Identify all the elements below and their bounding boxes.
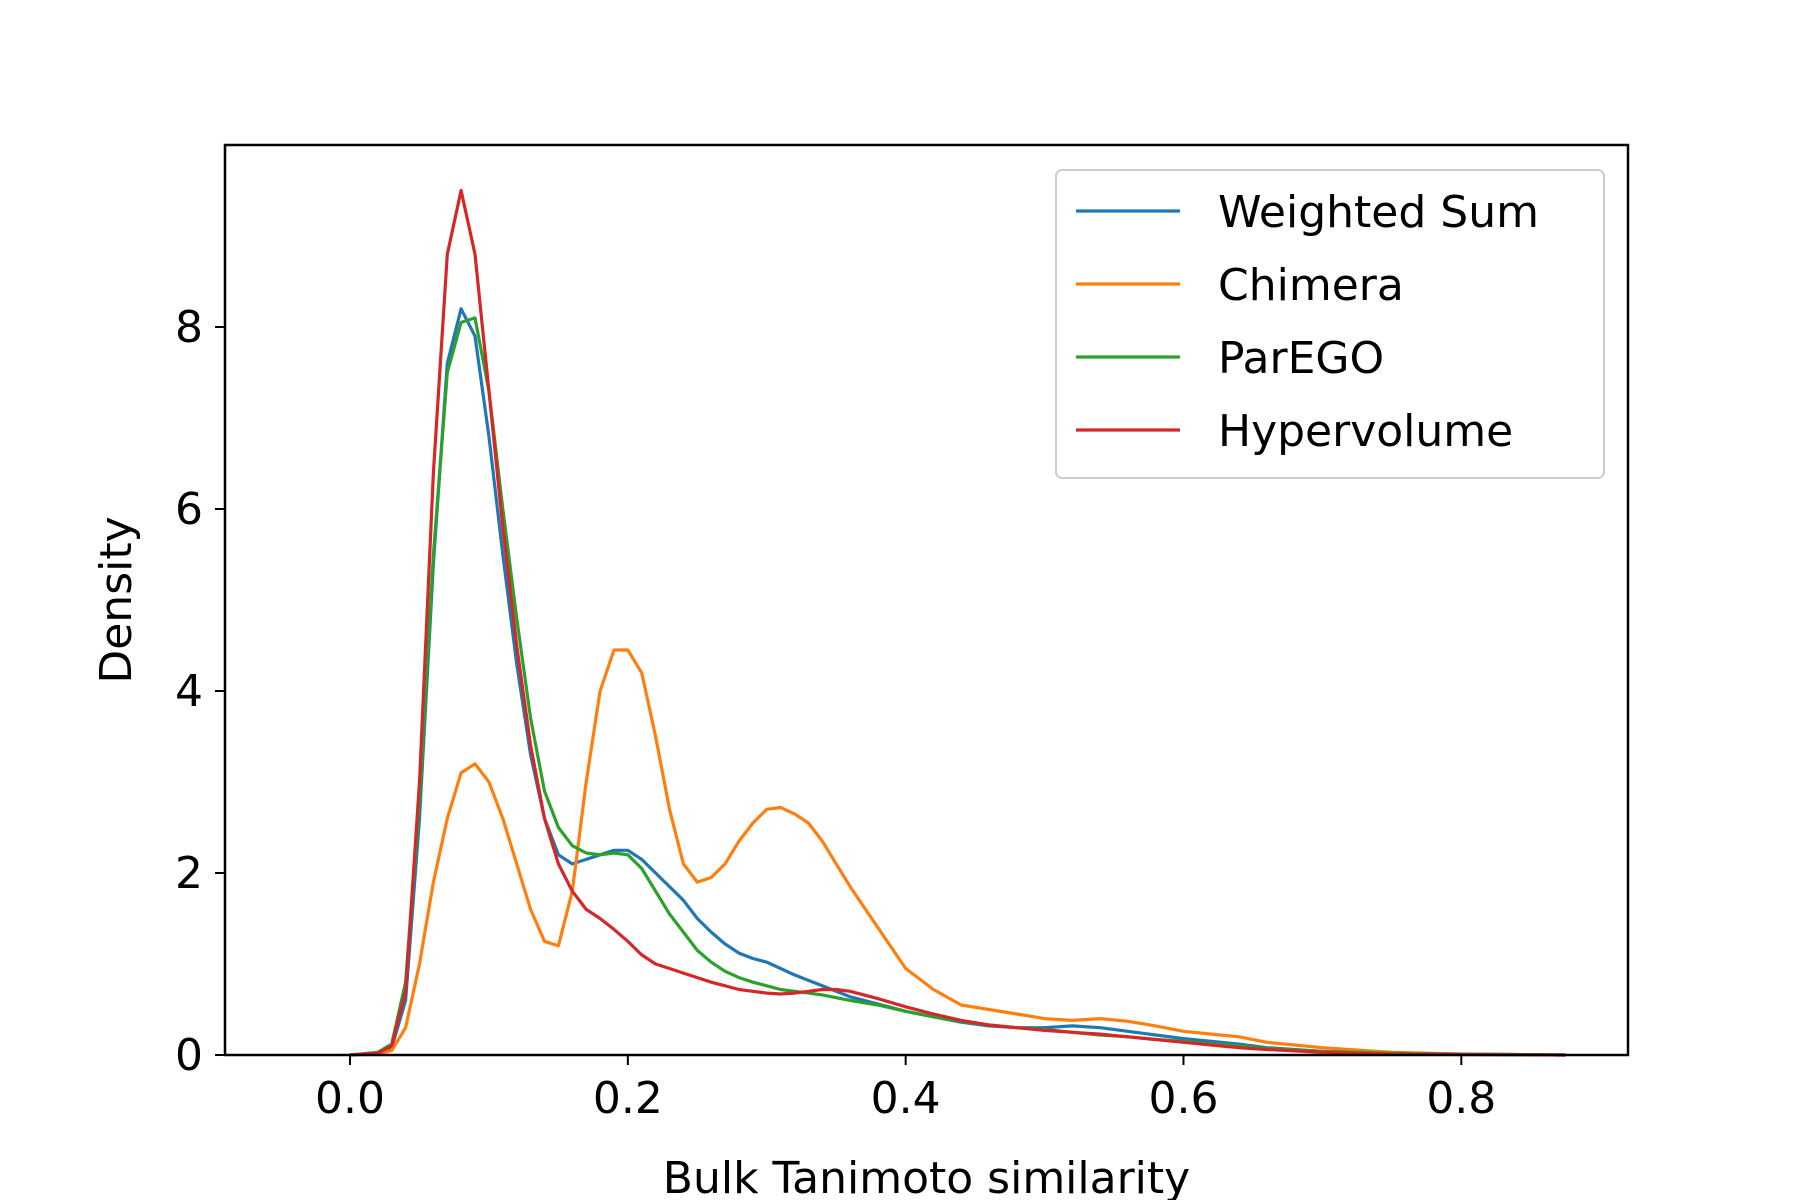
x-tick-label: 0.6 (1148, 1073, 1218, 1124)
x-tick-label: 0.0 (315, 1073, 385, 1124)
legend-label: Hypervolume (1218, 406, 1513, 457)
legend-label: Chimera (1218, 260, 1404, 311)
x-tick-label: 0.4 (871, 1073, 941, 1124)
plot-lines (349, 188, 1566, 1057)
series-line-weighted-sum (349, 307, 1566, 1057)
y-axis: 0 2 4 6 8 (175, 302, 225, 1081)
x-tick-label: 0.2 (593, 1073, 663, 1124)
y-axis-label: Density (91, 516, 142, 683)
y-tick-label: 6 (175, 484, 203, 535)
legend-label: Weighted Sum (1218, 187, 1539, 238)
y-tick-label: 8 (175, 302, 203, 353)
y-tick-label: 0 (175, 1030, 203, 1081)
y-tick-label: 4 (175, 666, 203, 717)
legend-label: ParEGO (1218, 333, 1384, 384)
legend-box (1055, 169, 1605, 479)
series-line-hypervolume (349, 188, 1566, 1057)
x-tick-label: 0.8 (1426, 1073, 1496, 1124)
legend: Weighted Sum Chimera ParEGO Hypervolume (1055, 169, 1605, 479)
y-tick-label: 2 (175, 848, 203, 899)
x-axis: 0.0 0.2 0.4 0.6 0.8 (315, 1055, 1496, 1124)
plot-frame (223, 143, 1630, 1057)
series-line-chimera (349, 648, 1566, 1057)
x-axis-label: Bulk Tanimoto similarity (663, 1153, 1190, 1200)
